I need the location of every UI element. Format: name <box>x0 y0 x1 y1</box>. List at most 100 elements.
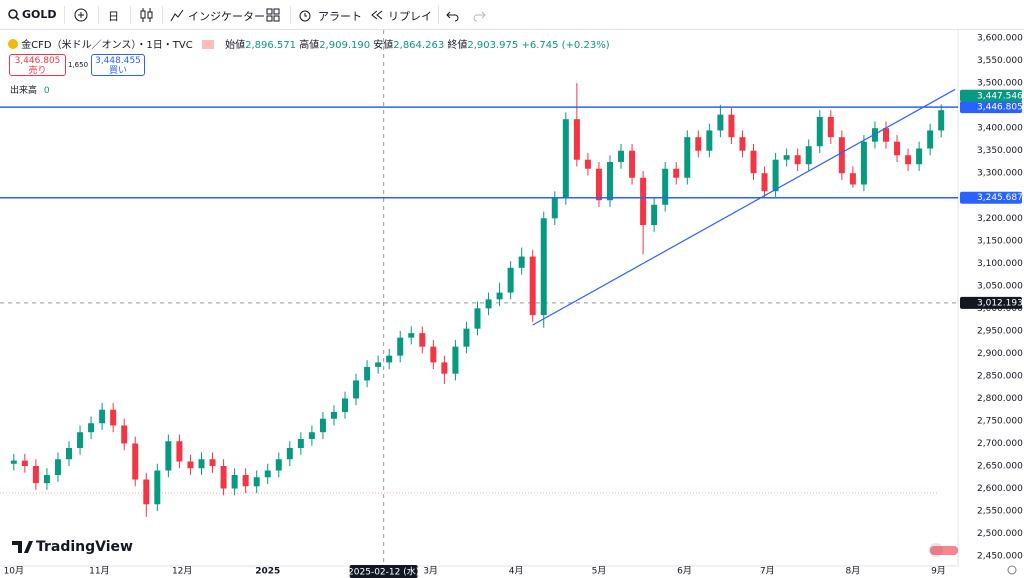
candle-body <box>629 150 636 178</box>
high-label: 高値 <box>299 40 320 51</box>
trendline <box>532 88 956 326</box>
candle-body <box>905 155 912 165</box>
candle-body <box>463 328 470 347</box>
candle-body <box>662 168 669 205</box>
crosshair-price-label: 3,012.193 <box>977 298 1023 308</box>
candle-body <box>99 409 106 424</box>
candle-body <box>297 438 304 448</box>
candle-body <box>176 441 183 462</box>
settings-icon[interactable] <box>1007 565 1017 575</box>
layout-icon[interactable] <box>266 8 280 22</box>
crosshair-price-badge <box>960 296 1022 309</box>
candle-body <box>651 204 658 226</box>
sell-button[interactable]: 3,446.805 売り <box>9 54 66 76</box>
candle-body <box>529 256 536 316</box>
add-symbol-icon[interactable] <box>74 8 88 22</box>
candle-body <box>308 432 315 439</box>
candle-body <box>375 362 382 367</box>
low-value: 2,864.263 <box>393 40 445 51</box>
candle-body <box>397 337 404 356</box>
candle-body <box>916 148 923 165</box>
candle-body <box>706 130 713 151</box>
horizontal-line-badge <box>960 101 1022 114</box>
candle-body <box>894 141 901 156</box>
candle-body <box>518 256 525 268</box>
candle-body <box>121 425 128 444</box>
candle-body <box>88 423 95 433</box>
candle-body <box>496 292 503 300</box>
candle-body <box>573 119 580 160</box>
candle-body <box>794 155 801 165</box>
candle-body <box>595 168 602 201</box>
y-tick-label: 3,500.000 <box>977 79 1023 89</box>
last-price-badge <box>960 89 1022 102</box>
symbol-icon <box>8 39 18 49</box>
y-tick-label: 3,100.000 <box>977 259 1023 269</box>
sell-label: 売り <box>28 66 47 76</box>
y-tick-label: 3,050.000 <box>977 281 1023 291</box>
candle-body <box>286 447 293 460</box>
candle-body <box>330 411 337 419</box>
volume-value: 0 <box>43 86 50 96</box>
plot-area <box>0 30 958 566</box>
search-icon[interactable] <box>8 9 20 21</box>
candle-body <box>827 116 834 138</box>
y-tick-label: 3,350.000 <box>977 146 1023 156</box>
x-tick-label: 3月 <box>423 566 438 577</box>
candle-body <box>408 333 415 338</box>
y-tick-label: 3,200.000 <box>977 214 1023 224</box>
candle-body <box>319 418 326 433</box>
candle-body <box>805 146 812 165</box>
x-tick-label: 5月 <box>592 566 607 577</box>
open-value: 2,896.571 <box>245 40 296 51</box>
candle-body <box>386 355 393 363</box>
alert-icon[interactable] <box>298 8 312 22</box>
candle-body <box>474 308 481 329</box>
y-tick-label: 2,650.000 <box>977 462 1023 472</box>
candle-body <box>154 470 161 505</box>
candle-body <box>21 460 28 467</box>
replay-button[interactable]: リプレイ <box>388 10 432 23</box>
y-tick-label: 2,700.000 <box>977 439 1023 449</box>
candle-body <box>110 409 117 426</box>
candle-body <box>187 461 194 469</box>
x-tick-label: 12月 <box>172 566 192 577</box>
undo-icon[interactable] <box>446 8 460 22</box>
candle-body <box>275 459 282 471</box>
crosshair-date-label: 2025-02-12 (水) <box>348 566 419 578</box>
candle-body <box>452 346 459 374</box>
candle-body <box>783 155 790 160</box>
candle-body <box>728 114 735 138</box>
candle-body <box>209 459 216 467</box>
candle-body <box>342 398 349 412</box>
candle-body <box>882 128 889 142</box>
flag-icon <box>929 543 958 557</box>
toolbar: GOLD 日 インジケーター アラート リプレイ <box>0 0 1024 30</box>
candle-body <box>231 475 238 489</box>
candle-body <box>871 128 878 142</box>
candle-body <box>849 173 856 185</box>
replay-icon[interactable] <box>370 8 384 22</box>
x-tick-label: 10月 <box>4 566 24 577</box>
redo-icon[interactable] <box>472 8 486 22</box>
chart-type-icon[interactable] <box>140 7 154 23</box>
y-tick-label: 3,150.000 <box>977 236 1023 246</box>
candle-body <box>430 346 437 363</box>
x-tick-label: 7月 <box>760 566 775 577</box>
y-tick-label: 2,550.000 <box>977 507 1023 517</box>
indicator-icon[interactable] <box>170 8 184 22</box>
legend-title: 金CFD（米ドル／オンス）・1日・TVC <box>21 40 193 51</box>
change-value: +6.745 (+0.23%) <box>521 40 610 51</box>
symbol[interactable]: GOLD <box>22 8 57 21</box>
crosshair-date-badge <box>349 565 418 578</box>
indicators-button[interactable]: インジケーター <box>188 10 265 23</box>
candle-body <box>562 119 569 199</box>
interval[interactable]: 日 <box>108 10 119 23</box>
alert-button[interactable]: アラート <box>318 10 362 23</box>
buy-button[interactable]: 3,448.455 買い <box>91 54 145 76</box>
crosshair-add-icon <box>961 297 971 308</box>
candle-body <box>838 137 845 174</box>
buy-label: 買い <box>108 66 127 76</box>
candle-body <box>364 366 371 381</box>
